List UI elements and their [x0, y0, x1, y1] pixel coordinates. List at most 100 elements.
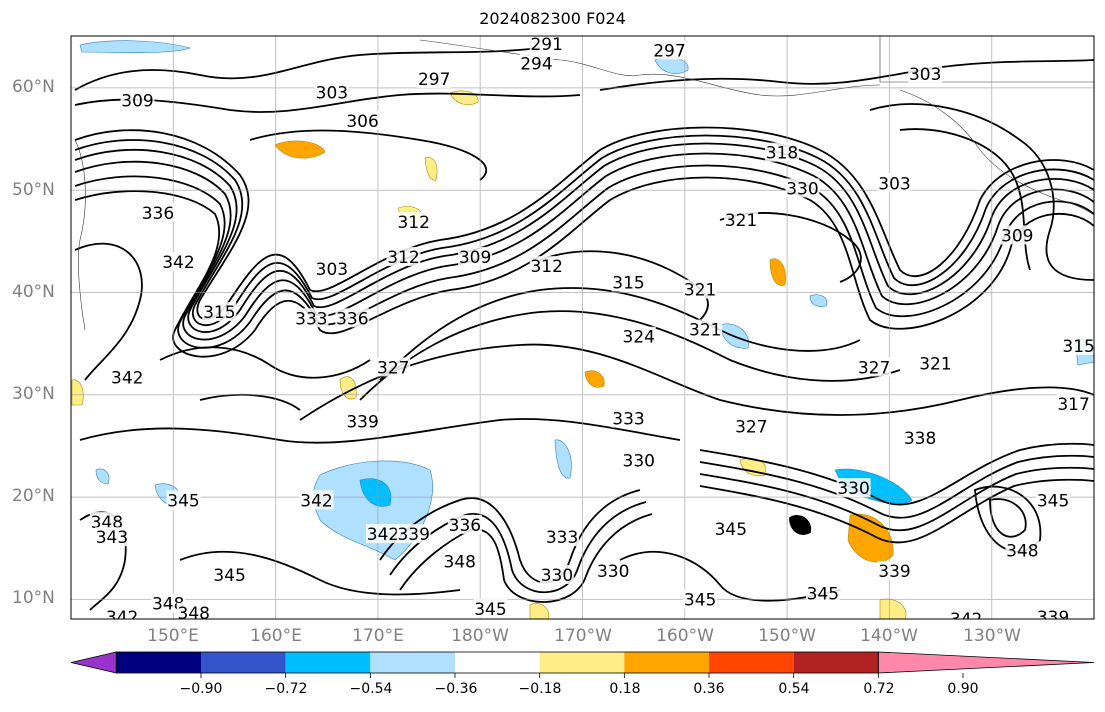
lon-tick-170e: 170°E — [352, 626, 404, 646]
contour-label-background — [836, 478, 871, 498]
contour-label: 321 — [684, 281, 716, 301]
contour-label-background — [110, 367, 145, 387]
contour-label-background — [473, 598, 508, 618]
contour-label: 327 — [735, 418, 767, 438]
contour-label: 348 — [444, 553, 476, 573]
coastlines — [74, 36, 1094, 331]
contour-label-background — [688, 319, 723, 339]
colorbar-tick-label: 0.54 — [778, 681, 810, 697]
lon-tick-160e: 160°E — [250, 626, 302, 646]
contour-label-background — [447, 514, 482, 534]
contour-label-background — [621, 326, 656, 346]
contour-label-background — [519, 53, 554, 73]
contour-label-background — [529, 256, 564, 276]
colorbar-bin — [709, 652, 794, 673]
colorbar-over-arrow — [877, 651, 1095, 674]
contour-label: 333 — [295, 309, 327, 329]
contour-label: 342 — [367, 525, 399, 545]
contour-label: 309 — [121, 91, 153, 111]
contour-label-background — [1000, 225, 1035, 245]
contour-label: 291 — [530, 35, 562, 55]
lat-tick-30n: 30°N — [12, 384, 55, 404]
lat-tick-50n: 50°N — [12, 180, 55, 200]
lon-tick-150w: 150°W — [758, 626, 816, 646]
contour-label-background — [442, 551, 477, 571]
contour-label-background — [120, 90, 155, 110]
contour-label-background — [314, 82, 349, 102]
contour-label-background — [140, 202, 175, 222]
colorbar-bin — [539, 652, 625, 673]
contour-label-background — [539, 565, 574, 585]
contour-label: 297 — [418, 70, 450, 90]
contour-label: 339 — [397, 525, 429, 545]
contour-label: 294 — [520, 55, 552, 75]
contour-label-background — [396, 524, 431, 544]
lat-tick-60n: 60°N — [12, 77, 55, 97]
contour-label-background — [683, 279, 718, 299]
contour-label: 330 — [837, 479, 869, 499]
contour-label: 342 — [950, 610, 982, 630]
contour-label-background — [89, 511, 124, 531]
contour-label-background — [335, 308, 370, 328]
contour-label: 345 — [213, 566, 245, 586]
contour-label: 321 — [689, 321, 721, 341]
contour-label-background — [1036, 490, 1071, 510]
contour-label-background — [918, 353, 953, 373]
contour-label: 342 — [300, 491, 332, 511]
colorbar-bin — [285, 652, 371, 673]
lat-tick-10n: 10°N — [12, 588, 55, 608]
contour-label: 343 — [96, 528, 128, 548]
contour-label: 315 — [612, 273, 644, 293]
contour-label: 342 — [162, 253, 194, 273]
colorbar-under-arrow — [70, 651, 117, 674]
contour-label: 330 — [597, 562, 629, 582]
contour-label-background — [1056, 394, 1091, 414]
contour-label-background — [94, 527, 129, 547]
contour-label-background — [652, 40, 687, 60]
colorbar-tick-label: 0.18 — [609, 681, 641, 697]
colorbar — [70, 651, 1095, 678]
contour-label: 309 — [459, 248, 491, 268]
contour-label: 312 — [387, 248, 419, 268]
contour-label: 345 — [684, 591, 716, 611]
contour-label: 336 — [142, 204, 174, 224]
lon-tick-170w: 170°W — [554, 626, 612, 646]
contour-label: 309 — [1001, 226, 1033, 246]
contour-label: 321 — [919, 354, 951, 374]
contour-label-background — [857, 357, 892, 377]
colorbar-bin — [201, 652, 286, 673]
lon-tick-160w: 160°W — [656, 626, 714, 646]
colorbar-frame — [115, 651, 879, 674]
contour-label: 321 — [725, 211, 757, 231]
contour-label: 327 — [858, 358, 890, 378]
contour-label-background — [805, 583, 840, 603]
contour-label-background — [596, 560, 631, 580]
contour-label-background — [212, 565, 247, 585]
contour-label: 345 — [807, 584, 839, 604]
contour-label-background — [417, 68, 452, 88]
contour-label-background — [683, 589, 718, 609]
figure-title: 2024082300 F024 — [479, 9, 626, 28]
contour-label: 303 — [878, 174, 910, 194]
colorbar-bin — [370, 652, 455, 673]
contour-label: 348 — [152, 595, 184, 615]
contour-label: 303 — [316, 260, 348, 280]
contour-label: 318 — [766, 144, 798, 164]
contour-label-background — [877, 560, 912, 580]
lon-tick-150e: 150°E — [147, 626, 199, 646]
contour-label: 348 — [1006, 541, 1038, 561]
contour-label: 315 — [203, 303, 235, 323]
contour-label-background — [713, 518, 748, 538]
contour-label-background — [458, 246, 493, 266]
contour-label: 339 — [346, 413, 378, 433]
contour-label-background — [877, 173, 912, 193]
contour-label: 330 — [623, 451, 655, 471]
contour-label-background — [314, 259, 349, 279]
contour-label-background — [1061, 335, 1094, 355]
colorbar-tick-label: −0.36 — [434, 681, 478, 697]
contour-label: 330 — [541, 566, 573, 586]
contour-label: 342 — [106, 608, 138, 628]
lon-tick-130w: 130°W — [963, 626, 1021, 646]
